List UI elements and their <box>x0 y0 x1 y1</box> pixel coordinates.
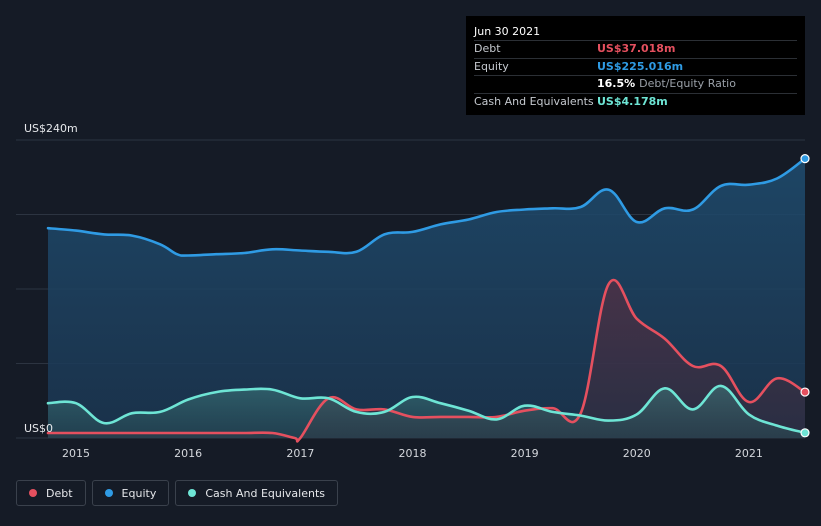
x-tick-label-2015: 2015 <box>62 447 90 460</box>
x-tick-label-2019: 2019 <box>511 447 539 460</box>
x-tick-label-2017: 2017 <box>286 447 314 460</box>
tooltip-equity-value: US$225.016m <box>597 59 684 73</box>
tooltip-date: Jun 30 2021 <box>474 23 797 41</box>
cash-and-equivalents-end-marker <box>800 428 810 438</box>
equity-line <box>46 157 807 257</box>
series-end-markers <box>800 154 810 438</box>
x-tick-label-2018: 2018 <box>398 447 426 460</box>
y-axis-ticks: US$240m US$0 <box>24 122 78 435</box>
debt-line <box>46 279 807 443</box>
x-tick-label-2016: 2016 <box>174 447 202 460</box>
cash-and-equivalents-line <box>46 384 807 435</box>
cash-dot-icon <box>188 489 197 497</box>
chart-legend: Debt Equity Cash And Equivalents <box>16 480 338 506</box>
tooltip-row-debt: Debt US$37.018m <box>474 41 797 59</box>
tooltip-row-ratio: 16.5% Debt/Equity Ratio <box>474 76 797 94</box>
legend-item-cash[interactable]: Cash And Equivalents <box>175 480 338 506</box>
tooltip-panel: Jun 30 2021 Debt US$37.018m Equity US$22… <box>466 16 805 115</box>
tooltip-cash-value: US$4.178m <box>597 94 668 108</box>
x-tick-label-2021: 2021 <box>735 447 763 460</box>
legend-label-debt: Debt <box>46 486 73 500</box>
tooltip-debt-label: Debt <box>474 42 501 55</box>
tooltip-cash-label: Cash And Equivalents <box>474 94 594 108</box>
x-tick-label-2020: 2020 <box>623 447 651 460</box>
tooltip-ratio-desc: Debt/Equity Ratio <box>639 77 736 90</box>
equity-dot-icon <box>104 489 113 497</box>
debt-end-marker <box>800 387 810 397</box>
tooltip-row-equity: Equity US$225.016m <box>474 59 797 76</box>
legend-label-equity: Equity <box>121 486 157 500</box>
tooltip-row-cash: Cash And Equivalents US$4.178m <box>474 94 797 111</box>
series-areas <box>48 158 805 442</box>
series-lines <box>46 157 807 443</box>
tooltip-ratio-value: 16.5% <box>597 77 636 90</box>
legend-item-debt[interactable]: Debt <box>16 480 86 506</box>
debt-dot-icon <box>29 489 37 497</box>
cash-and-equivalents-area <box>48 385 805 438</box>
legend-item-equity[interactable]: Equity <box>91 480 170 506</box>
debt-area <box>48 279 805 442</box>
tooltip-debt-value: US$37.018m <box>597 42 676 55</box>
y-tick-label-0: US$240m <box>24 122 78 135</box>
equity-end-marker <box>800 154 810 164</box>
legend-label-cash: Cash And Equivalents <box>205 486 325 500</box>
x-axis-ticks: 2015 2016 2017 2018 2019 2020 2021 <box>62 447 763 460</box>
tooltip-equity-label: Equity <box>474 59 509 73</box>
y-tick-label-1: US$0 <box>24 422 53 435</box>
